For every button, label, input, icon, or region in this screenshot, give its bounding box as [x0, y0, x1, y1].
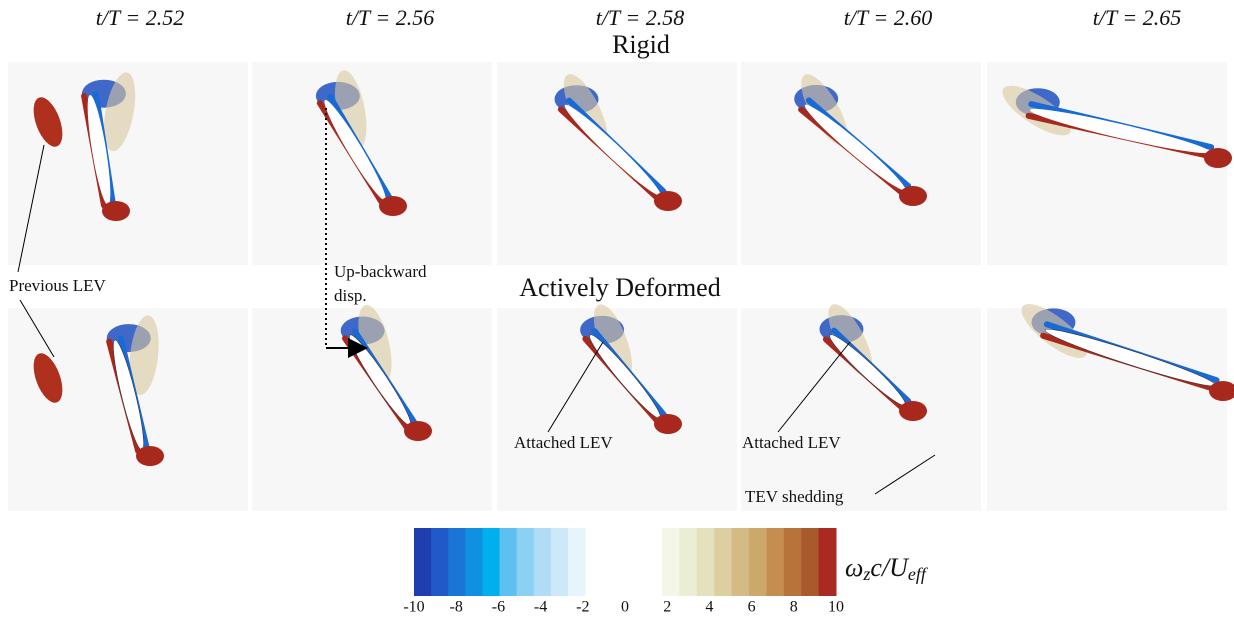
tev [899, 401, 927, 421]
panel [987, 308, 1227, 511]
tev [102, 201, 130, 221]
swatch [500, 528, 518, 596]
swatch [662, 528, 680, 596]
swatch [534, 528, 552, 596]
colorbar-tick: -6 [492, 599, 505, 616]
label-sub: z [862, 564, 870, 584]
column-title: t/T = 2.65 [1093, 5, 1181, 30]
swatch [819, 528, 837, 596]
swatch [551, 528, 569, 596]
row-title: Rigid [612, 30, 670, 59]
swatch [697, 528, 715, 596]
swatch [766, 528, 784, 596]
colorbar-label: ωzc/Ueff [845, 553, 929, 584]
colorbar-tick: 0 [621, 599, 629, 616]
swatch [784, 528, 802, 596]
annotation: Attached LEV [514, 433, 613, 452]
tev [136, 446, 164, 466]
colorbar-tick: -10 [403, 599, 424, 616]
column-title: t/T = 2.60 [844, 5, 932, 30]
colorbar-tick: 10 [828, 599, 844, 616]
annotation: disp. [334, 286, 367, 305]
annotation: Previous LEV [9, 276, 107, 295]
annotation: Attached LEV [742, 433, 841, 452]
column-title: t/T = 2.58 [596, 5, 684, 30]
swatch [732, 528, 750, 596]
label-part: ω [845, 553, 863, 582]
tev [404, 421, 432, 441]
swatch [714, 528, 732, 596]
column-title: t/T = 2.52 [96, 5, 184, 30]
swatch [431, 528, 449, 596]
colorbar-tick: -8 [450, 599, 463, 616]
tev [1204, 148, 1232, 168]
tev [899, 186, 927, 206]
annotation: Up-backward [334, 262, 427, 281]
column-title: t/T = 2.56 [346, 5, 434, 30]
label-sub: eff [908, 564, 929, 584]
figure: Rigid Actively Deformed Previous LEV Up-… [0, 0, 1234, 619]
swatch [749, 528, 767, 596]
label-part: c/U [870, 553, 910, 582]
swatch [414, 528, 432, 596]
tev [379, 196, 407, 216]
swatch [448, 528, 466, 596]
tev [654, 191, 682, 211]
colorbar-tick: 8 [790, 599, 798, 616]
colorbar-tick: 6 [748, 599, 756, 616]
swatch [568, 528, 586, 596]
panel [741, 62, 981, 265]
row-title: Actively Deformed [519, 273, 720, 302]
swatch [465, 528, 483, 596]
tev [654, 414, 682, 434]
colorbar-tick: 4 [705, 599, 713, 616]
swatch [801, 528, 819, 596]
colorbar-tick: -2 [576, 599, 589, 616]
swatch [517, 528, 535, 596]
colorbar: -10 -8 -6 -4 -2 0 2 4 6 8 10 [403, 528, 844, 616]
swatch [679, 528, 697, 596]
colorbar-tick: -4 [534, 599, 547, 616]
annotation: TEV shedding [745, 487, 844, 506]
colorbar-tick: 2 [663, 599, 671, 616]
swatch [482, 528, 500, 596]
